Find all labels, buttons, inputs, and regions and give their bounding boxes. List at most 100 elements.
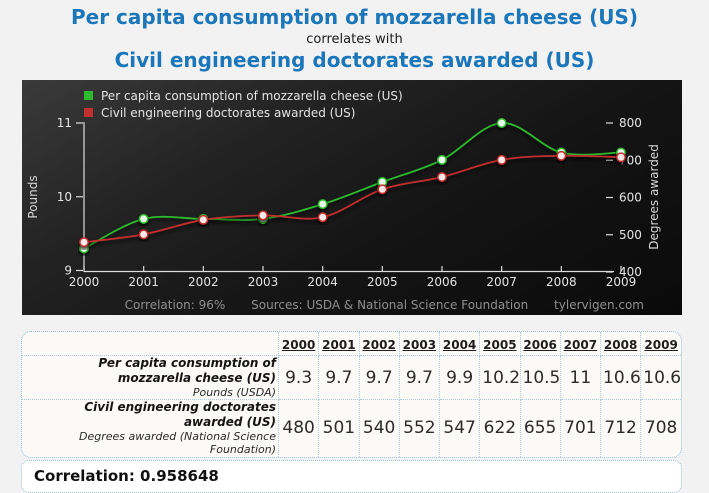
x-tick-label: 2001 (128, 275, 159, 289)
chart-caption: Correlation: 96% Sources: USDA & Nationa… (22, 298, 644, 312)
right-axis-title: Degrees awarded (647, 144, 661, 250)
table-year-link[interactable]: 2006 (523, 338, 557, 352)
table-year-cell: 2007 (560, 332, 602, 356)
left-axis-title: Pounds (26, 175, 40, 218)
table-year-link[interactable]: 2004 (442, 338, 477, 352)
value-cell: 622 (479, 399, 521, 457)
table-year-cell: 2000 (278, 332, 320, 356)
value-cell: 11 (560, 355, 602, 401)
data-table-wrap: 2000 2001 2002 2003 2004 2005 2006 2007 2008 2009… (21, 331, 682, 458)
value-cell: 708 (644, 418, 678, 439)
data-point-marker (198, 214, 209, 225)
value-cell: 501 (318, 399, 360, 457)
left-tick-label: 10 (57, 190, 72, 204)
value-cell: 10.6 (640, 355, 681, 401)
value-cell: 9.9 (439, 355, 481, 401)
x-tick-label: 2003 (248, 275, 279, 289)
left-tick-label: 9 (64, 264, 72, 278)
row-sublabel: Degrees awarded (National Science Founda… (78, 430, 276, 457)
data-point-marker (556, 150, 567, 161)
value-cell: 10.5 (520, 355, 561, 401)
x-tick-label: 2004 (307, 275, 338, 289)
chart-legend: Per capita consumption of mozzarella che… (84, 87, 403, 121)
data-point-marker (317, 212, 328, 223)
data-table: 2000 2001 2002 2003 2004 2005 2006 2007 2008 2009… (22, 332, 681, 457)
series-line-1 (83, 154, 622, 244)
legend-item: Civil engineering doctorates awarded (US… (84, 104, 403, 121)
table-row: Per capita consumption of mozzarella che… (22, 355, 681, 401)
table-year-link[interactable]: 2009 (644, 338, 678, 352)
page-header: Per capita consumption of mozzarella che… (0, 0, 709, 72)
table-year-link[interactable]: 2000 (281, 338, 316, 352)
x-tick-label: 2008 (546, 275, 577, 289)
table-year-cell: 2008 (600, 332, 642, 356)
data-table-body: 2000 2001 2002 2003 2004 2005 2006 2007 2008 2009… (22, 332, 681, 457)
correlation-value: Correlation: 0.958648 (34, 466, 219, 485)
chart-panel: Per capita consumption of mozzarella che… (22, 80, 682, 315)
table-year-link[interactable]: 2008 (603, 338, 638, 352)
data-point-marker (437, 154, 447, 165)
data-point-marker (138, 229, 149, 240)
right-tick-label: 600 (619, 191, 642, 205)
caption-correlation: Correlation: 96% (124, 298, 226, 312)
data-point-marker (258, 210, 268, 221)
x-tick-label: 2002 (188, 275, 219, 289)
table-year-link[interactable]: 2003 (402, 338, 437, 352)
table-year-link[interactable]: 2002 (362, 338, 396, 352)
x-tick-label: 2007 (486, 275, 517, 289)
data-point-marker (496, 154, 507, 165)
page-title-bottom: Civil engineering doctorates awarded (US… (114, 48, 595, 72)
row-label: Per capita consumption of mozzarella che… (98, 356, 276, 385)
table-year-cell: 2001 (318, 332, 360, 356)
table-year-link[interactable]: 2001 (322, 338, 356, 352)
data-point-marker (377, 184, 388, 195)
x-tick-label: 2006 (427, 275, 458, 289)
legend-label: Per capita consumption of mozzarella che… (101, 88, 403, 103)
table-row: Civil engineering doctorates awarded (US… (22, 399, 681, 457)
value-cell: 10.6 (600, 355, 642, 401)
value-cell: 552 (399, 399, 441, 457)
table-header-row: 2000 2001 2002 2003 2004 2005 2006 2007 2008 2009 (22, 332, 681, 356)
table-year-cell: 2004 (439, 332, 481, 356)
table-year-cell: 2005 (479, 332, 521, 356)
series-line-0 (83, 122, 622, 250)
value-cell: 540 (359, 399, 400, 457)
correlation-box: Correlation: 0.958648 (21, 459, 682, 493)
value-cell: 9.7 (359, 355, 400, 401)
right-tick-label: 500 (619, 228, 642, 242)
data-point-marker (437, 172, 447, 182)
table-year-cell: 2009 (640, 332, 681, 356)
table-year-cell: 2002 (359, 332, 400, 356)
caption-site-link[interactable]: tylervigen.com (554, 298, 644, 312)
legend-label: Civil engineering doctorates awarded (US… (101, 105, 356, 120)
legend-swatch-icon (84, 108, 93, 117)
right-tick-label: 800 (619, 116, 642, 130)
x-tick-label: 2005 (367, 275, 398, 289)
row-label-cell: Civil engineering doctorates awarded (US… (22, 399, 279, 457)
table-year-link[interactable]: 2007 (563, 338, 598, 352)
row-label-cell: Per capita consumption of mozzarella che… (22, 355, 279, 401)
data-point-marker (79, 237, 89, 248)
title-connector: correlates with (306, 32, 403, 47)
legend-item: Per capita consumption of mozzarella che… (84, 87, 403, 104)
value-cell: 480 (278, 399, 320, 457)
row-label: Civil engineering doctorates awarded (US… (84, 400, 276, 430)
page-title-top: Per capita consumption of mozzarella che… (70, 5, 639, 29)
table-year-link[interactable]: 2005 (483, 338, 517, 352)
value-cell: 701 (560, 399, 602, 457)
x-tick-label: 2009 (606, 275, 637, 289)
value-cell: 10.2 (479, 355, 521, 401)
value-cell: 9.7 (399, 355, 441, 401)
right-tick-label: 400 (619, 265, 642, 279)
row-sublabel: Pounds (USDA) (192, 386, 276, 399)
table-year-cell: 2006 (520, 332, 561, 356)
left-tick-label: 11 (57, 116, 72, 130)
data-point-marker (317, 199, 328, 210)
table-corner-cell (22, 332, 279, 356)
data-point-marker (496, 118, 507, 128)
value-cell: 9.7 (318, 355, 360, 401)
value-cell: 547 (439, 399, 481, 457)
caption-sources: Sources: USDA & National Science Foundat… (251, 298, 529, 312)
data-point-marker (616, 152, 626, 163)
